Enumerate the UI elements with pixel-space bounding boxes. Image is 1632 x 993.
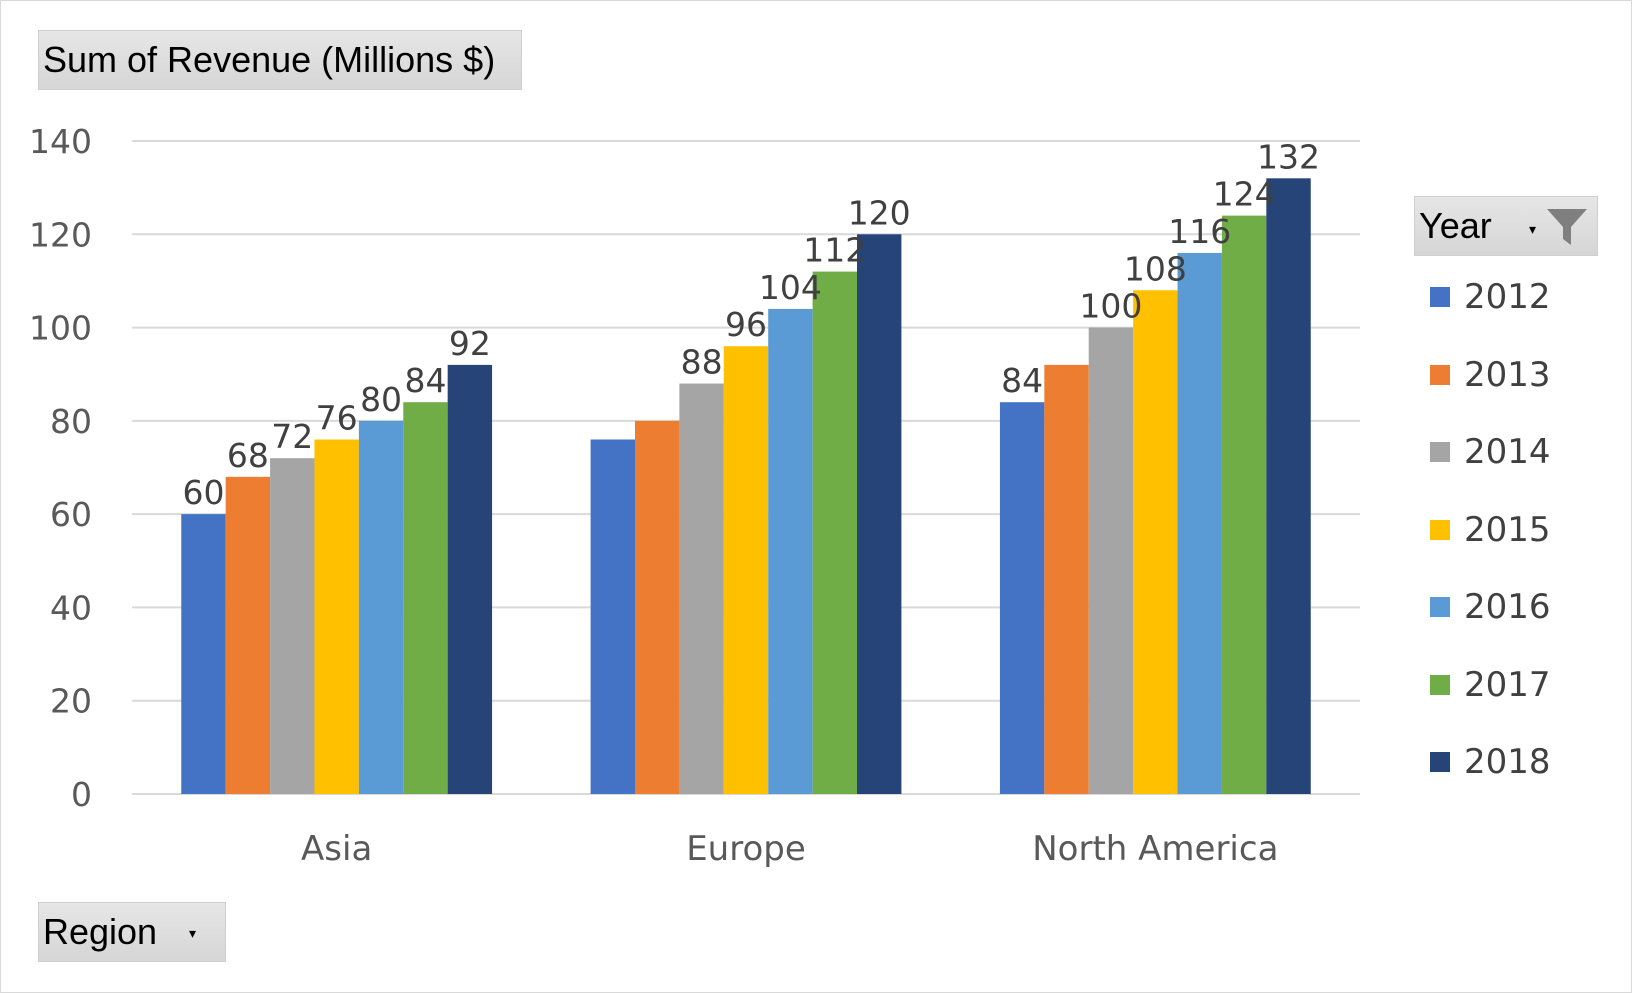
- data-label: 132: [1257, 137, 1320, 176]
- data-label: 92: [449, 324, 491, 363]
- region-field-label: Region: [43, 911, 158, 952]
- bar: [1133, 290, 1178, 794]
- legend-label: 2017: [1464, 664, 1551, 705]
- bar: [1266, 178, 1311, 795]
- legend-item: 2018: [1430, 742, 1551, 782]
- bar: [1044, 364, 1089, 794]
- bar: [447, 364, 493, 794]
- value-field-button[interactable]: Sum of Revenue (Millions $): [38, 30, 522, 90]
- region-field-button[interactable]: Region ▾: [38, 902, 226, 962]
- bar: [270, 458, 315, 794]
- bar: [403, 402, 448, 794]
- x-tick-label: Europe: [686, 829, 806, 869]
- legend-label: 2013: [1464, 354, 1551, 395]
- bar: [225, 476, 271, 794]
- bar: [1177, 252, 1222, 794]
- legend-swatch: [1430, 597, 1450, 617]
- bar: [857, 234, 902, 795]
- legend-swatch: [1430, 752, 1450, 772]
- value-field-label: Sum of Revenue (Millions $): [43, 39, 496, 80]
- x-tick-label: North America: [1032, 829, 1278, 869]
- data-label: 120: [848, 193, 911, 232]
- data-label: 100: [1079, 287, 1142, 326]
- funnel-filter-icon[interactable]: [1545, 205, 1589, 249]
- y-tick-label: 20: [50, 682, 92, 721]
- legend-label: 2018: [1464, 742, 1551, 782]
- data-label: 72: [271, 417, 313, 456]
- bar: [999, 402, 1045, 794]
- data-label: 68: [227, 436, 269, 475]
- bar: [181, 514, 226, 794]
- legend-item: 2016: [1430, 587, 1551, 627]
- data-label: 60: [182, 473, 224, 512]
- legend-label: 2015: [1464, 509, 1551, 550]
- data-label: 88: [681, 343, 723, 382]
- data-label: 104: [759, 268, 822, 307]
- bar: [1221, 215, 1267, 795]
- legend-label: 2014: [1464, 432, 1551, 472]
- dropdown-arrow-icon[interactable]: ▾: [189, 925, 197, 941]
- data-label: 84: [1001, 361, 1043, 400]
- bar: [1088, 327, 1134, 794]
- legend-item: 2014: [1430, 432, 1551, 472]
- legend-item: 2013: [1430, 355, 1551, 395]
- year-field-button[interactable]: Year ▾: [1414, 196, 1598, 256]
- bar: [358, 420, 404, 794]
- y-tick-label: 120: [29, 215, 92, 254]
- data-label: 76: [316, 399, 358, 438]
- y-tick-label: 100: [29, 309, 92, 348]
- legend-item: 2015: [1430, 510, 1551, 550]
- data-label: 84: [404, 361, 446, 400]
- data-label: 124: [1213, 175, 1276, 214]
- legend-label: 2016: [1464, 587, 1551, 627]
- data-label: 96: [725, 305, 767, 344]
- x-tick-label: Asia: [301, 829, 372, 869]
- legend-swatch: [1430, 287, 1450, 307]
- y-tick-label: 80: [50, 402, 92, 441]
- data-label: 108: [1124, 249, 1187, 288]
- bar: [768, 308, 813, 794]
- y-tick-label: 0: [71, 775, 92, 814]
- data-label: 80: [360, 380, 402, 419]
- bar: [812, 271, 857, 795]
- legend-swatch: [1430, 519, 1450, 540]
- legend-item: 2017: [1430, 665, 1551, 705]
- bar: [723, 346, 769, 794]
- legend-swatch: [1430, 364, 1450, 385]
- year-field-label: Year: [1419, 205, 1492, 246]
- legend-swatch: [1430, 674, 1450, 695]
- legend-label: 2012: [1464, 277, 1551, 317]
- bar: [314, 439, 359, 794]
- bar: [590, 439, 635, 794]
- data-label: 112: [803, 231, 866, 270]
- dropdown-arrow-icon[interactable]: ▾: [1529, 221, 1537, 237]
- legend-swatch: [1430, 442, 1450, 462]
- legend-item: 2012: [1430, 277, 1551, 317]
- y-tick-label: 140: [29, 122, 92, 161]
- bar: [679, 383, 724, 794]
- y-tick-label: 60: [50, 495, 92, 534]
- data-label: 116: [1168, 212, 1231, 251]
- bar: [635, 420, 680, 794]
- y-tick-label: 40: [50, 588, 92, 627]
